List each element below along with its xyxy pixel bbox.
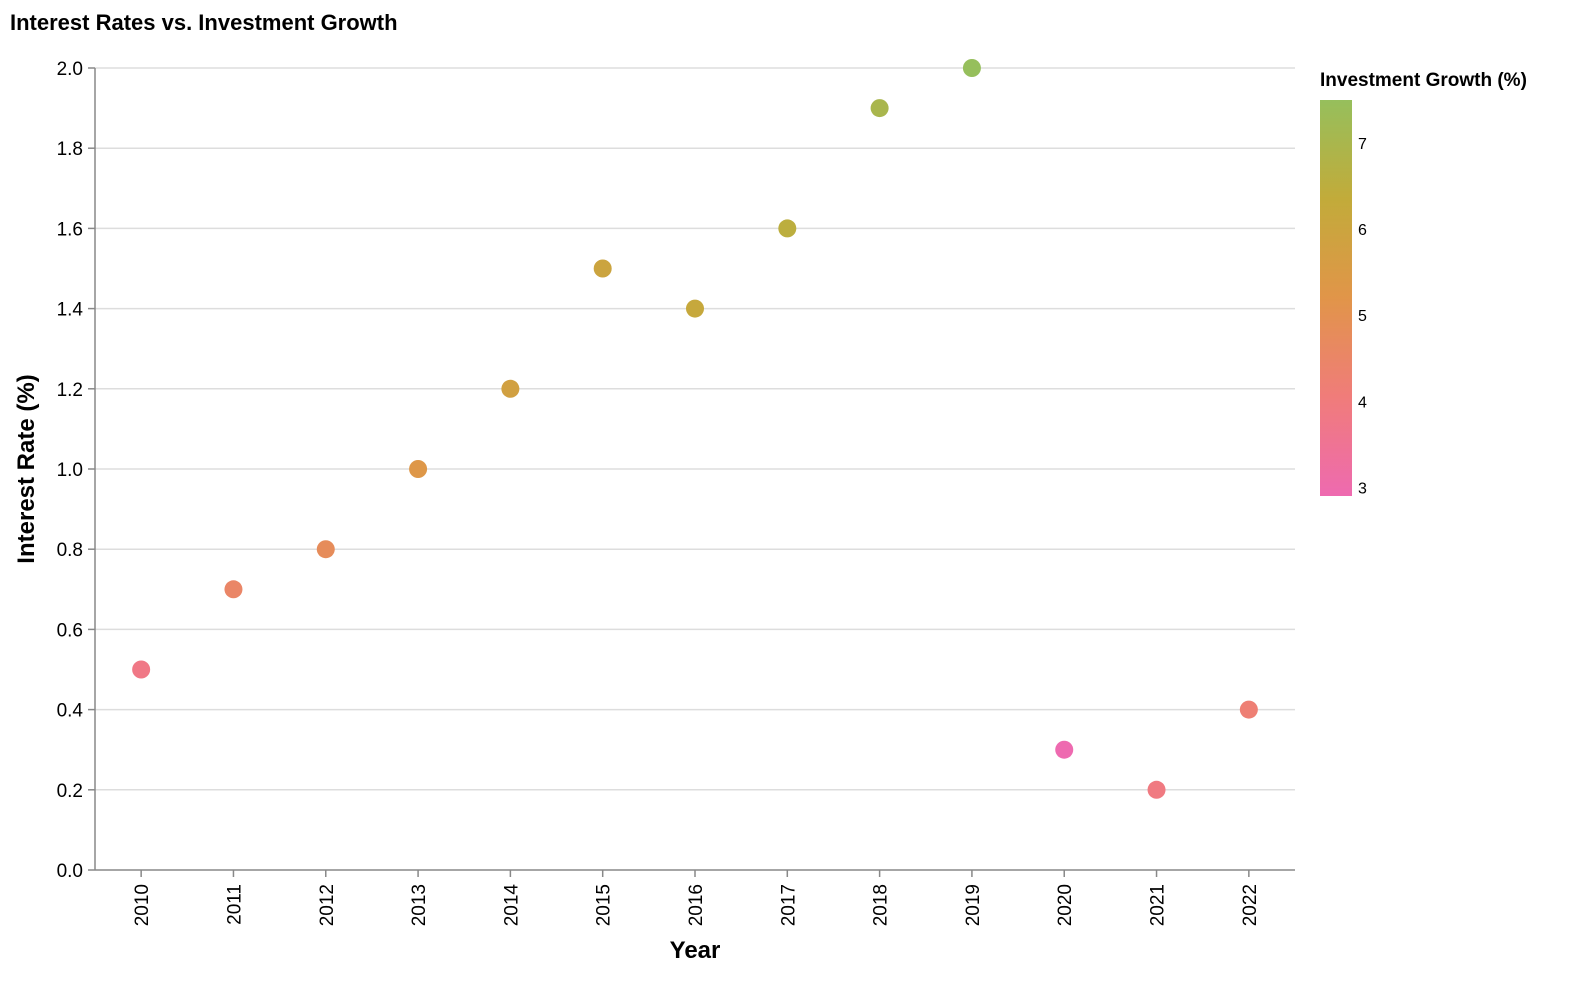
y-tick-label: 0.2 — [57, 781, 83, 802]
y-tick-label: 0.6 — [57, 620, 83, 641]
chart-title: Interest Rates vs. Investment Growth — [10, 10, 398, 35]
x-tick-label: 2010 — [132, 884, 153, 926]
x-tick-label: 2020 — [1055, 884, 1076, 926]
legend-tick-label: 5 — [1358, 308, 1367, 325]
y-tick-label: 1.6 — [57, 219, 83, 240]
x-tick-label: 2018 — [871, 884, 892, 926]
data-point — [1055, 740, 1074, 759]
data-point — [224, 580, 243, 599]
x-tick-label: 2017 — [778, 884, 799, 926]
data-point — [870, 99, 889, 118]
x-tick-label: 2016 — [686, 884, 707, 926]
x-tick-label: 2022 — [1240, 884, 1261, 926]
y-tick-label: 0.8 — [57, 540, 83, 561]
grid-layer — [95, 67, 1295, 791]
data-point — [686, 299, 704, 318]
points-layer — [132, 59, 1258, 799]
y-tick-label: 1.4 — [57, 300, 84, 321]
y-axis-title: Interest Rate (%) — [13, 374, 40, 563]
y-tick-label: 1.8 — [57, 139, 83, 160]
legend-tick-label: 3 — [1358, 480, 1367, 497]
x-tick-label: 2019 — [963, 884, 984, 926]
y-tick-label: 2.0 — [57, 59, 83, 80]
legend-tick-label: 4 — [1358, 394, 1367, 411]
data-point — [316, 540, 335, 559]
legend-tick-label: 7 — [1358, 136, 1367, 153]
data-point — [409, 460, 428, 478]
x-tick-label: 2011 — [224, 884, 245, 925]
color-legend: Investment Growth (%) 3 4 5 6 7 — [1320, 70, 1527, 497]
y-tick-label: 0.4 — [57, 701, 84, 722]
x-tick-label: 2012 — [317, 884, 338, 926]
x-tick-label: 2015 — [594, 884, 615, 926]
legend-gradient-bar — [1320, 100, 1352, 496]
legend-title: Investment Growth (%) — [1320, 70, 1527, 91]
legend-tick-label: 6 — [1358, 222, 1367, 239]
x-tick-label: 2013 — [409, 884, 430, 926]
y-tick-label: 0.0 — [57, 861, 83, 882]
x-tick-label: 2021 — [1148, 884, 1169, 926]
x-axis-title: Year — [670, 937, 721, 964]
data-point — [593, 259, 612, 278]
data-point — [1239, 700, 1258, 719]
y-tick-label: 1.0 — [57, 460, 83, 481]
axes-layer: 0.0 0.2 0.4 0.6 0.8 1.0 1.2 1.4 1.6 1.8 2.0 2010 201… — [57, 59, 1295, 926]
x-tick-label: 2014 — [501, 884, 522, 927]
y-tick-label: 1.2 — [57, 380, 83, 401]
data-point — [778, 219, 797, 238]
data-point — [1147, 780, 1166, 799]
data-point — [132, 660, 151, 679]
data-point — [501, 379, 520, 398]
data-point — [962, 59, 981, 77]
